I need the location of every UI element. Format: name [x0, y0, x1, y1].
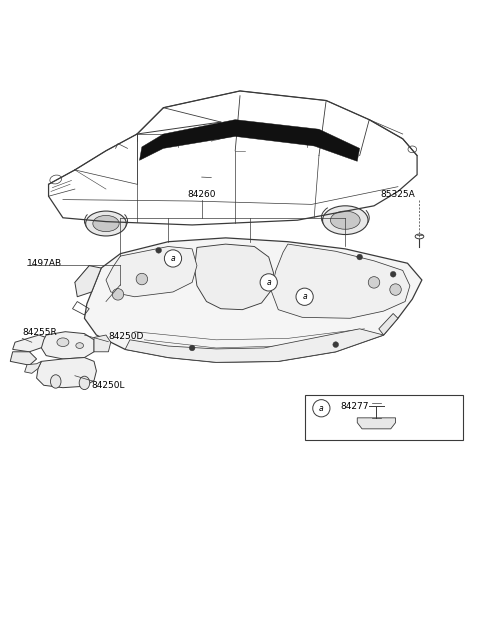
Circle shape	[136, 273, 148, 285]
Ellipse shape	[57, 338, 69, 347]
Polygon shape	[379, 314, 398, 335]
Circle shape	[390, 271, 396, 277]
Ellipse shape	[50, 375, 61, 388]
Circle shape	[313, 399, 330, 417]
Text: 85325A: 85325A	[381, 189, 415, 199]
Polygon shape	[140, 120, 360, 161]
Ellipse shape	[85, 211, 126, 236]
Polygon shape	[75, 266, 101, 297]
Circle shape	[112, 288, 124, 300]
Circle shape	[156, 248, 161, 253]
Polygon shape	[125, 329, 384, 362]
Circle shape	[260, 274, 277, 291]
Text: 84255R: 84255R	[22, 329, 57, 337]
Polygon shape	[36, 357, 96, 387]
Text: 84277: 84277	[340, 403, 369, 411]
Polygon shape	[41, 332, 94, 359]
Polygon shape	[10, 352, 36, 365]
Ellipse shape	[323, 206, 368, 234]
Circle shape	[164, 250, 181, 267]
Text: a: a	[171, 254, 175, 263]
Text: a: a	[302, 292, 307, 301]
Circle shape	[368, 277, 380, 288]
Ellipse shape	[415, 234, 424, 239]
Polygon shape	[24, 361, 41, 373]
Ellipse shape	[79, 376, 90, 389]
Circle shape	[357, 254, 362, 260]
Text: 84260: 84260	[188, 189, 216, 199]
Circle shape	[296, 288, 313, 305]
Circle shape	[390, 284, 401, 295]
Polygon shape	[194, 244, 274, 310]
Text: a: a	[319, 404, 324, 413]
Ellipse shape	[93, 216, 119, 231]
Polygon shape	[12, 335, 48, 352]
Ellipse shape	[330, 211, 360, 229]
Text: 84250L: 84250L	[92, 381, 125, 391]
Ellipse shape	[76, 343, 84, 349]
Polygon shape	[106, 246, 197, 297]
Text: 84250D: 84250D	[108, 332, 144, 341]
Text: a: a	[266, 278, 271, 287]
Circle shape	[189, 345, 195, 351]
Polygon shape	[357, 418, 396, 429]
Polygon shape	[94, 335, 111, 352]
Polygon shape	[84, 238, 422, 362]
Text: 1497AB: 1497AB	[27, 259, 62, 268]
Circle shape	[333, 342, 338, 347]
FancyBboxPatch shape	[305, 395, 463, 440]
Polygon shape	[271, 244, 410, 319]
